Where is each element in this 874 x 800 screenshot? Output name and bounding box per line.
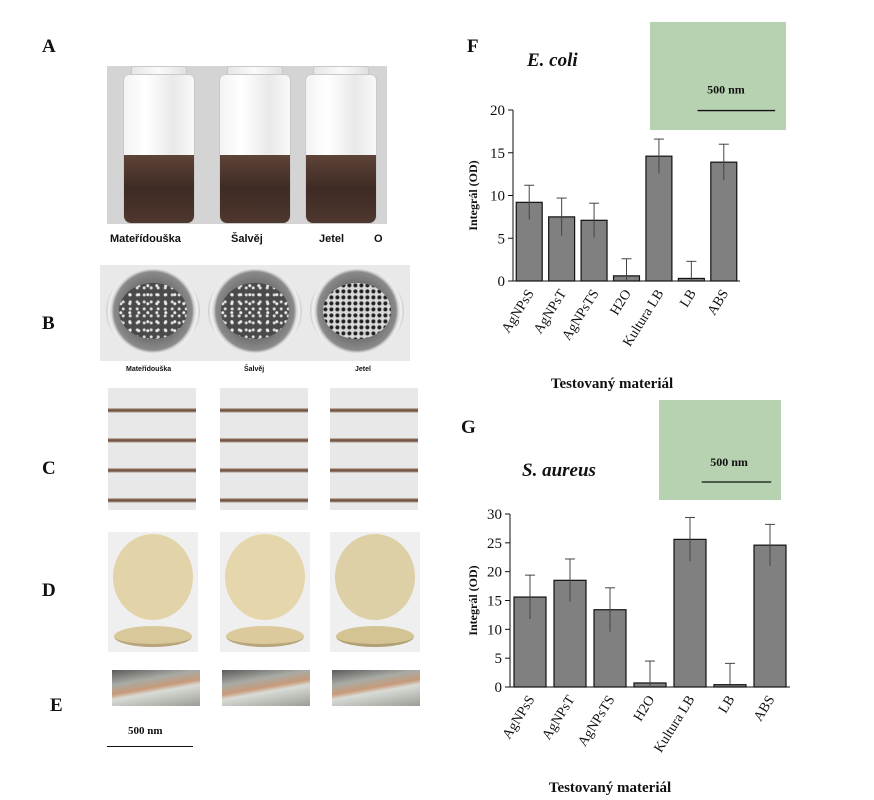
x-tick-label: LB [716, 693, 738, 716]
y-tick-label: 5 [495, 651, 503, 667]
disc-photo-1 [108, 532, 198, 652]
scale-bar-e [107, 746, 193, 747]
y-tick-label: 30 [487, 507, 502, 523]
dish-label-materidouska: Mateřídouška [126, 366, 172, 373]
vials-photo [107, 66, 387, 224]
panel-letter-e: E [50, 695, 63, 716]
dish-label-salvej: Šalvěj [244, 366, 265, 373]
x-axis-label: Testovaný materiál [551, 376, 673, 392]
chart-f-ecoli: 500 nmE. coli05101520AgNPsSAgNPsTAgNPsTS… [466, 22, 786, 392]
x-axis-label: Testovaný materiál [549, 780, 671, 796]
panel-letter-g: G [461, 417, 476, 438]
panel-letter-b: B [42, 313, 55, 334]
vial-label-jetel: Jetel [319, 233, 345, 245]
y-tick-label: 25 [487, 536, 502, 552]
fibre-micrograph-2 [222, 670, 310, 706]
dish-salvej [208, 269, 302, 353]
inset-micrograph [650, 22, 786, 130]
disc-photo-3 [330, 532, 420, 652]
scale-label-e: 500 nm [128, 725, 163, 737]
panel-letter-c: C [42, 458, 56, 479]
y-tick-label: 0 [495, 680, 503, 696]
inset-scale-label: 500 nm [707, 82, 745, 96]
disc-photo-2 [220, 532, 310, 652]
inset-scale-label: 500 nm [710, 455, 748, 469]
fibre-micrograph-1 [112, 670, 200, 706]
dishes-photo [100, 265, 410, 361]
bar [753, 544, 787, 688]
y-tick-label: 0 [498, 274, 506, 290]
vial-label-o: O [374, 233, 383, 245]
dish-materidouska [106, 269, 200, 353]
y-tick-label: 15 [490, 146, 505, 162]
y-tick-label: 15 [487, 594, 502, 610]
bar [645, 155, 673, 282]
fibre-coil-photo-2 [220, 388, 308, 510]
y-axis-label: Integrál (OD) [466, 160, 480, 230]
vial-salvej [213, 66, 297, 224]
x-tick-label: Kultura LB [652, 693, 699, 755]
vial-label-salvej: Šalvěj [231, 233, 263, 245]
x-tick-label: AgNPsS [500, 693, 538, 742]
x-tick-label: H2O [608, 287, 635, 318]
dish-label-jetel: Jetel [355, 366, 371, 373]
panel-letter-d: D [42, 580, 56, 601]
y-tick-label: 10 [487, 622, 502, 638]
x-tick-label: ABS [751, 693, 778, 724]
chart-title: E. coli [526, 50, 578, 71]
vial-jetel [299, 66, 383, 224]
x-tick-label: H2O [631, 693, 658, 724]
fibre-coil-photo-1 [108, 388, 196, 510]
fibre-coil-photo-3 [330, 388, 418, 510]
panel-letter-f: F [467, 36, 479, 57]
vial-materidouska [117, 66, 201, 224]
y-tick-label: 20 [487, 565, 502, 581]
bar [673, 538, 707, 688]
x-tick-label: AgNPsT [540, 693, 579, 743]
y-tick-label: 20 [490, 103, 505, 119]
vial-label-materidouska: Mateřídouška [110, 233, 181, 245]
x-tick-label: LB [678, 287, 700, 310]
y-tick-label: 5 [498, 231, 506, 247]
y-tick-label: 10 [490, 189, 505, 205]
x-tick-label: AgNPsTS [576, 693, 619, 749]
bar [710, 161, 738, 282]
inset-micrograph [659, 400, 781, 500]
y-axis-label: Integrál (OD) [466, 565, 480, 635]
fibre-micrograph-3 [332, 670, 420, 706]
x-tick-label: ABS [705, 287, 732, 318]
chart-title: S. aureus [522, 460, 596, 481]
dish-jetel [310, 269, 404, 353]
panel-letter-a: A [42, 36, 56, 57]
